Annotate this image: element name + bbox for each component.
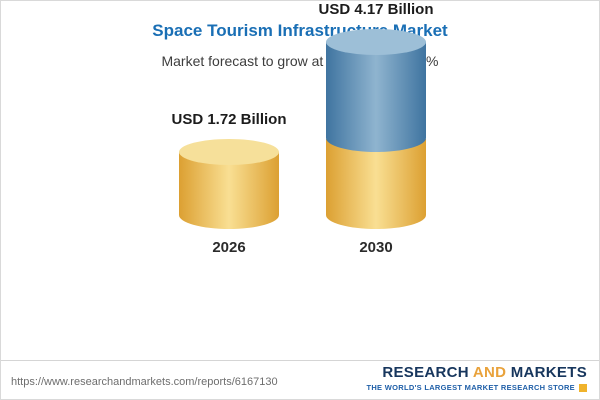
logo-word-research: RESEARCH: [382, 364, 469, 381]
research-and-markets-logo: RESEARCH AND MARKETS THE WORLD'S LARGEST…: [366, 364, 587, 392]
value-label-2030: USD 4.17 Billion: [318, 1, 434, 18]
footer-divider: [1, 360, 599, 361]
cylinder-2030-growth: [326, 42, 426, 152]
chart-subtitle: Market forecast to grow at a CAGR of 24.…: [161, 53, 439, 69]
category-label-2030: 2030: [359, 239, 393, 256]
chart-title: Space Tourism Infrastructure Market: [152, 21, 448, 40]
cylinder-2030-top-ellipse: [326, 29, 426, 55]
cylinder-2026: [179, 139, 279, 229]
category-label-2026: 2026: [212, 239, 246, 256]
cylinder-2030-base: [326, 139, 426, 229]
bar-group-2030: USD 4.17 Billion 2030: [318, 1, 434, 256]
cylinder-2030: [326, 29, 426, 229]
logo-wordmark: RESEARCH AND MARKETS: [366, 364, 587, 381]
logo-word-and: AND: [472, 364, 507, 381]
logo-flag-icon: [579, 383, 587, 392]
bar-group-2026: USD 1.72 Billion 2026: [171, 111, 287, 256]
report-url: https://www.researchandmarkets.com/repor…: [11, 376, 278, 388]
logo-word-markets: MARKETS: [510, 364, 587, 381]
value-label-2026: USD 1.72 Billion: [171, 111, 287, 128]
cylinder-2026-top-ellipse: [179, 139, 279, 165]
logo-tagline-text: THE WORLD'S LARGEST MARKET RESEARCH STOR…: [366, 383, 575, 392]
plot-area: USD 1.72 Billion 2026 USD 4.17 Billion 2…: [1, 1, 599, 319]
logo-tagline: THE WORLD'S LARGEST MARKET RESEARCH STOR…: [366, 383, 587, 392]
